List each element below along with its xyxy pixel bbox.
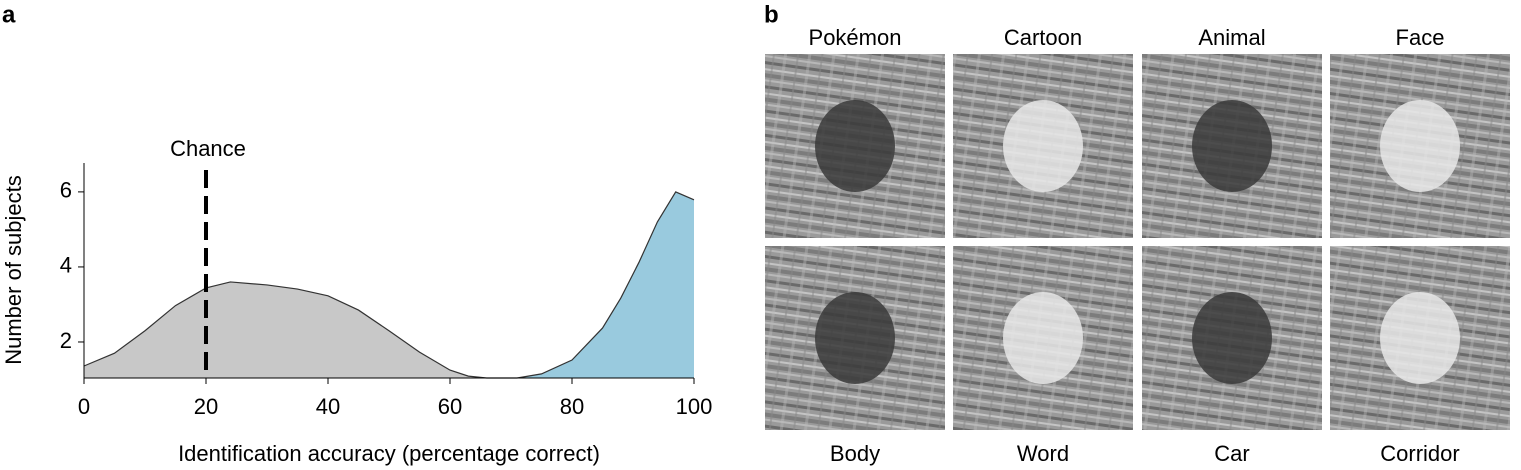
y-axis-label: Number of subjects <box>1 175 26 365</box>
panel-label: b <box>764 1 779 28</box>
x-tick-label: 0 <box>78 394 90 419</box>
area-fill <box>517 191 694 378</box>
stimulus-image <box>765 246 945 430</box>
stimulus-object <box>1192 292 1272 384</box>
y-tick-label: 2 <box>60 328 72 353</box>
x-tick-label: 20 <box>194 394 218 419</box>
image-label: Pokémon <box>809 25 902 50</box>
panel-label: a <box>2 1 16 28</box>
image-label: Word <box>1017 441 1069 466</box>
stimulus-object <box>1003 292 1083 384</box>
stimulus-object <box>1003 100 1083 192</box>
stimulus-object <box>815 100 895 192</box>
stimulus-object <box>815 292 895 384</box>
image-label: Body <box>830 441 880 466</box>
stimulus-image <box>1142 54 1322 238</box>
density-line <box>83 281 487 379</box>
density-line <box>516 191 695 379</box>
stimulus-image <box>765 54 945 238</box>
stimulus-image <box>1330 54 1510 238</box>
image-label: Car <box>1214 441 1249 466</box>
area-fill <box>84 281 487 378</box>
image-label: Corridor <box>1380 441 1459 466</box>
x-tick-label: 40 <box>316 394 340 419</box>
x-tick-label: 100 <box>676 394 713 419</box>
stimulus-object <box>1380 292 1460 384</box>
stimulus-image <box>953 246 1133 430</box>
y-tick-label: 4 <box>60 253 72 278</box>
x-tick-label: 60 <box>438 394 462 419</box>
stimulus-image <box>1330 246 1510 430</box>
stimulus-image <box>953 54 1133 238</box>
x-axis-label: Identification accuracy (percentage corr… <box>178 441 600 466</box>
stimulus-object <box>1192 100 1272 192</box>
x-tick-label: 80 <box>560 394 584 419</box>
y-tick-label: 6 <box>60 178 72 203</box>
stimulus-object <box>1380 100 1460 192</box>
image-label: Animal <box>1198 25 1265 50</box>
stimulus-image <box>1142 246 1322 430</box>
image-label: Cartoon <box>1004 25 1082 50</box>
image-label: Face <box>1396 25 1445 50</box>
annotation: Chance <box>170 136 246 161</box>
